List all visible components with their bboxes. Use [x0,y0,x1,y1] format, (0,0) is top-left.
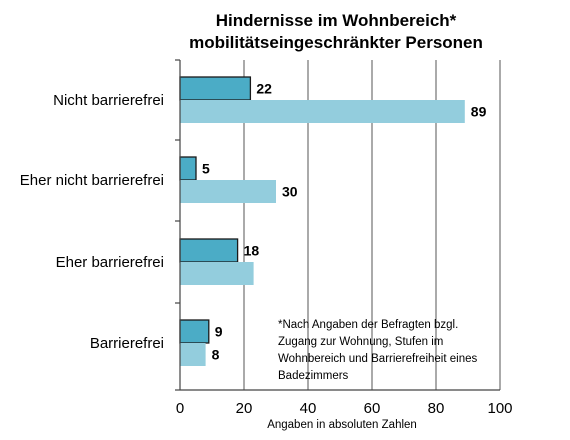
x-axis-title: Angaben in absoluten Zahlen [267,419,417,431]
data-label-1-series-0: 5 [202,161,210,177]
footnote-line-2: Zugang zur Wohnung, Stufen im [278,336,443,348]
bars [179,76,465,366]
axes: 0 20 40 60 80 100 [175,59,513,417]
category-label-2: Eher barrierefrei [56,254,164,271]
bar-2-series-1 [180,262,254,285]
category-label-0: Nicht barrierefrei [53,92,164,109]
x-tick-label-80: 80 [428,400,445,417]
footnote-line-3: Wohnbereich und Barrierefreiheit eines [278,353,477,365]
bar-2-series-0 [179,238,239,263]
data-label-3-series-0: 9 [215,324,223,340]
bar-3-series-1 [180,343,206,366]
x-tick-label-60: 60 [364,400,381,417]
category-label-3: Barrierefrei [90,335,164,352]
data-label-3-series-1: 8 [212,347,220,363]
chart-title-line-2: mobilitätseingeschränkter Personen [189,33,483,52]
x-tick-label-100: 100 [487,400,512,417]
category-label-1: Eher nicht barrierefrei [20,172,164,189]
x-tick-label-0: 0 [176,400,184,417]
data-label-0-series-0: 22 [256,81,272,97]
bar-1-series-1 [180,180,276,203]
x-tick-label-20: 20 [236,400,253,417]
data-label-0-series-1: 89 [471,104,487,120]
footnote-line-1: *Nach Angaben der Befragten bzgl. [278,319,458,331]
chart-title-line-1: Hindernisse im Wohnbereich* [216,11,457,30]
x-tick-label-40: 40 [300,400,317,417]
bar-0-series-0 [179,76,252,101]
labels: Nicht barrierefrei Eher nicht barrierefre… [20,81,487,363]
data-label-1-series-1: 30 [282,184,298,200]
footnote-line-4: Badezimmers [278,370,349,382]
bar-1-series-0 [179,156,197,181]
bar-0-series-1 [180,100,465,123]
data-label-2-series-0: 18 [244,243,260,259]
bar-3-series-0 [179,319,210,344]
footnote: *Nach Angaben der Befragten bzgl. Zugang… [278,319,477,382]
